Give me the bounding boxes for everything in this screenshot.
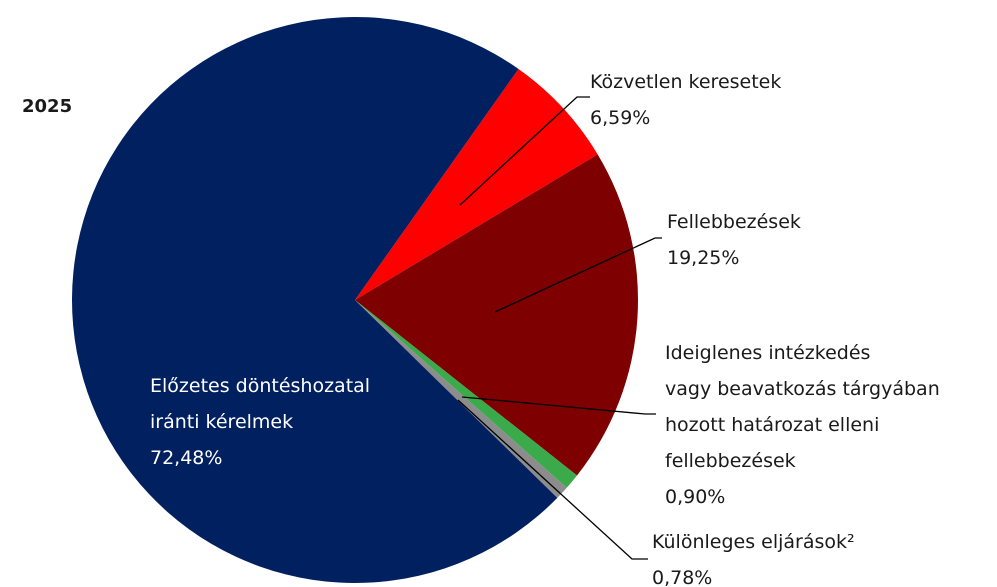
slice-label: Fellebbezések [667, 211, 801, 233]
slices [71, 16, 638, 584]
value-label: 19,25% [667, 247, 739, 269]
value-label: 0,90% [665, 486, 725, 508]
value-label: 0,78% [652, 567, 712, 587]
pie-slice [71, 16, 558, 584]
slice-label: Előzetes döntéshozatal iránti kérelmek [150, 375, 370, 433]
chart-title: 2025 [22, 96, 72, 117]
slice-label: Ideiglenes intézkedés vagy beavatkozás tá… [665, 342, 940, 472]
value-label: 72,48% [150, 447, 222, 469]
leader-line [459, 96, 590, 206]
value-label: 6,59% [590, 107, 650, 129]
pie-slice [355, 300, 578, 488]
slice-label: Közvetlen keresetek [590, 71, 781, 93]
leader-line [461, 396, 656, 415]
leader-line [494, 237, 662, 313]
leader-line [457, 399, 648, 560]
pie-slice [355, 300, 567, 498]
pie-slice [355, 154, 638, 476]
pie-slice [355, 69, 598, 300]
slice-label: Különleges eljárások² [652, 531, 855, 553]
